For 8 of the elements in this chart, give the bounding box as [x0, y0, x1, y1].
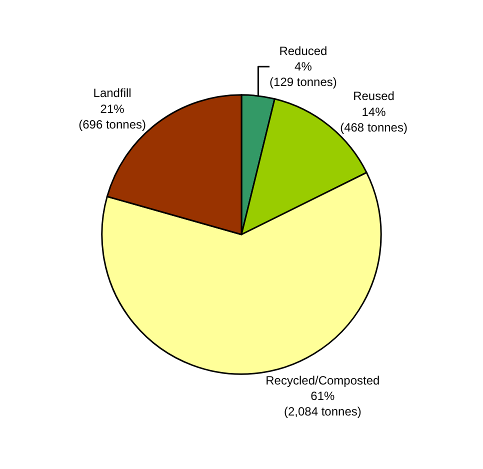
slice-label: Landfill	[93, 86, 132, 100]
slice-label: Reused	[353, 89, 394, 104]
slice-label: Reduced	[279, 44, 328, 58]
data-label: 21% (696 tonnes)	[78, 102, 146, 132]
data-label: 61% (2,084 tonnes)	[284, 388, 362, 419]
data-label: 4% (129 tonnes)	[270, 60, 337, 90]
slice-label: Recycled/Composted	[266, 373, 380, 388]
data-label: 14% (468 tonnes)	[340, 104, 408, 134]
